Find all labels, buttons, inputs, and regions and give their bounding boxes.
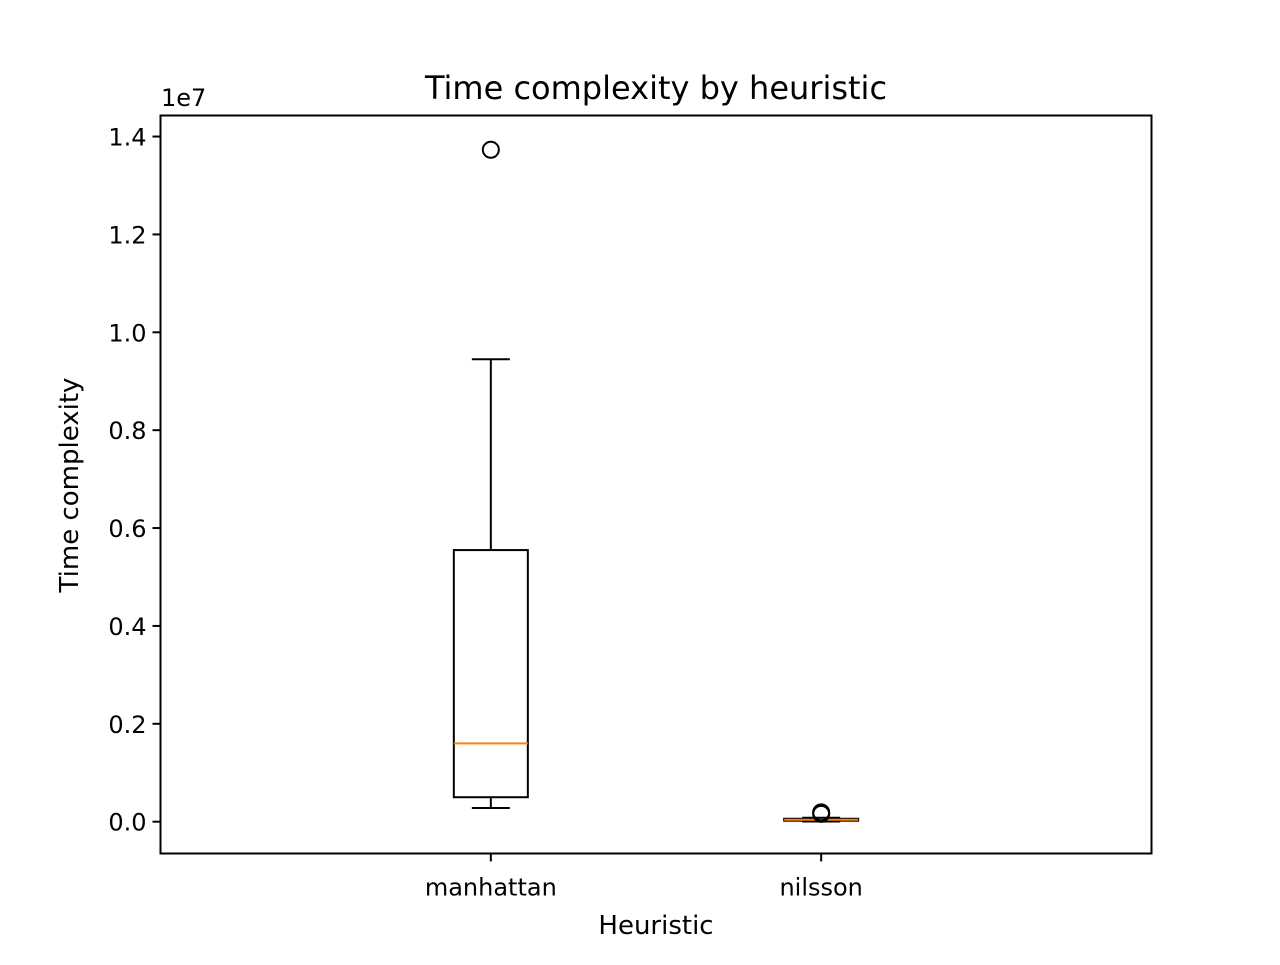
x-axis-label: Heuristic — [598, 911, 713, 941]
box-nilsson — [783, 803, 860, 823]
y-tick-label: 0.8 — [108, 417, 146, 445]
y-tick-label: 1.4 — [108, 124, 146, 152]
y-tick-label: 0.6 — [108, 515, 146, 543]
chart-title: Time complexity by heuristic — [424, 69, 887, 107]
outlier-point — [812, 803, 831, 822]
x-tick-label: nilsson — [779, 874, 862, 902]
plot-area — [452, 140, 860, 823]
axes-frame — [159, 114, 1153, 855]
outlier-point — [481, 140, 500, 159]
y-tick-label: 1.0 — [108, 319, 146, 347]
iqr-box — [452, 549, 529, 799]
y-tick-label: 0.0 — [108, 809, 146, 837]
y-tick-label: 0.2 — [108, 711, 146, 739]
y-axis-label: Time complexity — [55, 378, 85, 594]
x-axis: manhattan nilsson — [425, 853, 863, 902]
box-manhattan — [452, 140, 529, 809]
y-axis: 0.0 0.2 0.4 0.6 0.8 1.0 1.2 1.4 — [108, 124, 161, 837]
y-tick-label: 1.2 — [108, 221, 146, 249]
x-tick-label: manhattan — [425, 874, 557, 902]
y-tick-label: 0.4 — [108, 613, 146, 641]
y-axis-offset-label: 1e7 — [161, 84, 206, 112]
